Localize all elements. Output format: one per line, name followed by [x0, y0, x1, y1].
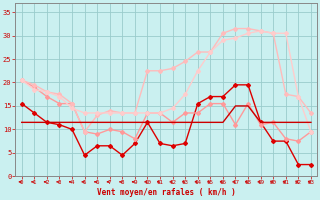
X-axis label: Vent moyen/en rafales ( km/h ): Vent moyen/en rafales ( km/h ) — [97, 188, 236, 197]
